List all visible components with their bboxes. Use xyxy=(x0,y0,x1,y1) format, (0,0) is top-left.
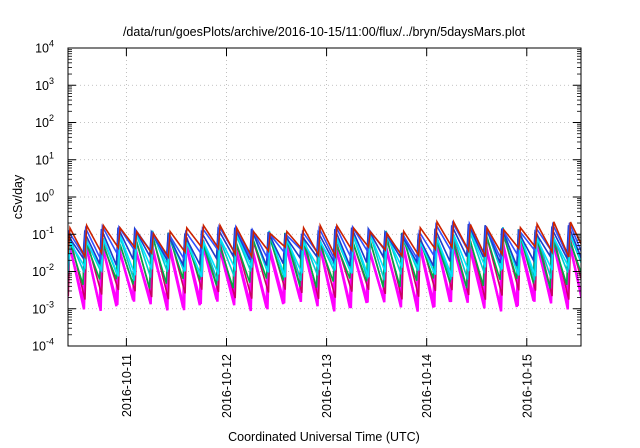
grid xyxy=(68,48,581,346)
x-tick-label: 2016-10-11 xyxy=(120,354,134,417)
y-tick-label: 102 xyxy=(35,113,54,130)
y-tick-label: 104 xyxy=(35,39,54,56)
y-tick-label: 103 xyxy=(35,76,54,93)
chart-title: /data/run/goesPlots/archive/2016-10-15/1… xyxy=(123,25,526,39)
y-tick-label: 10-4 xyxy=(32,337,54,354)
y-tick-label: 10-2 xyxy=(32,262,54,279)
series-line xyxy=(68,238,581,312)
y-tick-label: 100 xyxy=(35,188,54,205)
series-line xyxy=(68,223,581,268)
x-tick-label: 2016-10-15 xyxy=(520,354,534,418)
x-tick-label: 2016-10-14 xyxy=(420,354,434,418)
x-tick-label: 2016-10-13 xyxy=(320,354,334,418)
x-tick-label: 2016-10-12 xyxy=(220,354,234,418)
series-group xyxy=(68,219,581,312)
series-line xyxy=(68,219,581,260)
y-axis-label: cSv/day xyxy=(11,174,25,219)
x-axis-label: Coordinated Universal Time (UTC) xyxy=(228,430,420,444)
y-tick-label: 10-3 xyxy=(32,299,54,316)
y-tick-label: 10-1 xyxy=(32,225,54,242)
axes: 10-4 10-3 10-2 10-1 100 101 102 103 104 2016-10-1… xyxy=(32,39,581,418)
y-tick-label: 101 xyxy=(35,150,54,167)
